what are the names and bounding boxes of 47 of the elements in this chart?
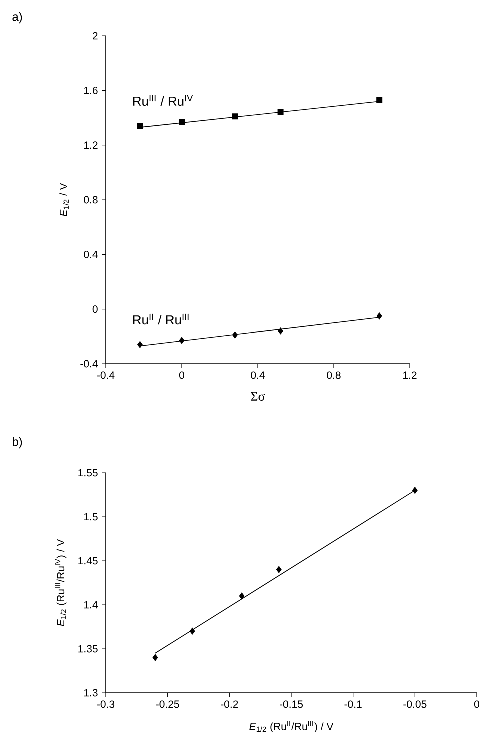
point [232,332,238,339]
point [137,341,143,348]
y-tick-label: 0.8 [84,196,98,204]
point [239,592,244,600]
point [376,97,382,104]
point [376,312,382,320]
x-tick-label: -0.25 [156,700,180,708]
y-tick-label: 1.6 [84,86,98,94]
chart-title: b) [12,437,22,449]
x-tick-label: 0 [474,700,480,708]
point [278,328,284,335]
y-tick-label: 1.3 [84,689,98,697]
y-tick-label: 0 [92,306,98,314]
series-label: Ru$^{II}$ / Ru$^{III}$ [133,314,189,325]
x-tick-label: 1.2 [403,372,417,380]
y-tick-label: 1.35 [78,645,98,653]
point [276,566,282,574]
y-tick-label: 1.4 [84,601,98,609]
y-axis-title: E$_{1/2}$ / V [59,183,69,216]
y-tick-label: 1.45 [78,557,98,565]
x-axis-title: E$_{1/2}$ (Ru$^{II}$/Ru$^{III}$) / V [249,721,334,733]
x-tick-label: -0.3 [97,700,114,708]
point [278,110,284,116]
point [178,119,185,126]
point [136,123,143,130]
x-tick-label: -0.2 [220,700,238,708]
point [232,114,238,120]
x-axis-title: Σσ [251,392,265,401]
x-tick-label: -0.05 [403,700,426,708]
x-tick-label: 0.4 [250,372,265,380]
y-tick-label: 1.2 [84,142,98,149]
x-tick-label: 0.8 [326,372,341,380]
y-tick-label: 0.4 [84,250,98,258]
y-tick-label: -0.4 [80,360,98,368]
y-tick-label: 1.55 [78,469,98,477]
point [412,487,418,494]
series-label: Ru$^{III}$ / Ru$^{IV}$ [133,95,193,106]
x-tick-label: -0.1 [344,700,362,708]
point [152,654,158,662]
point [179,337,184,344]
point [190,628,196,635]
y-axis-title: E$_{1/2}$ (Ru$^{III}$/Ru$^{IV}$) / V [55,539,66,626]
x-tick-label: 0 [179,372,184,380]
chart-title: a) [12,12,22,24]
x-tick-label: -0.15 [280,700,303,708]
y-tick-label: 2 [92,32,98,40]
y-tick-label: 1.5 [84,513,98,521]
